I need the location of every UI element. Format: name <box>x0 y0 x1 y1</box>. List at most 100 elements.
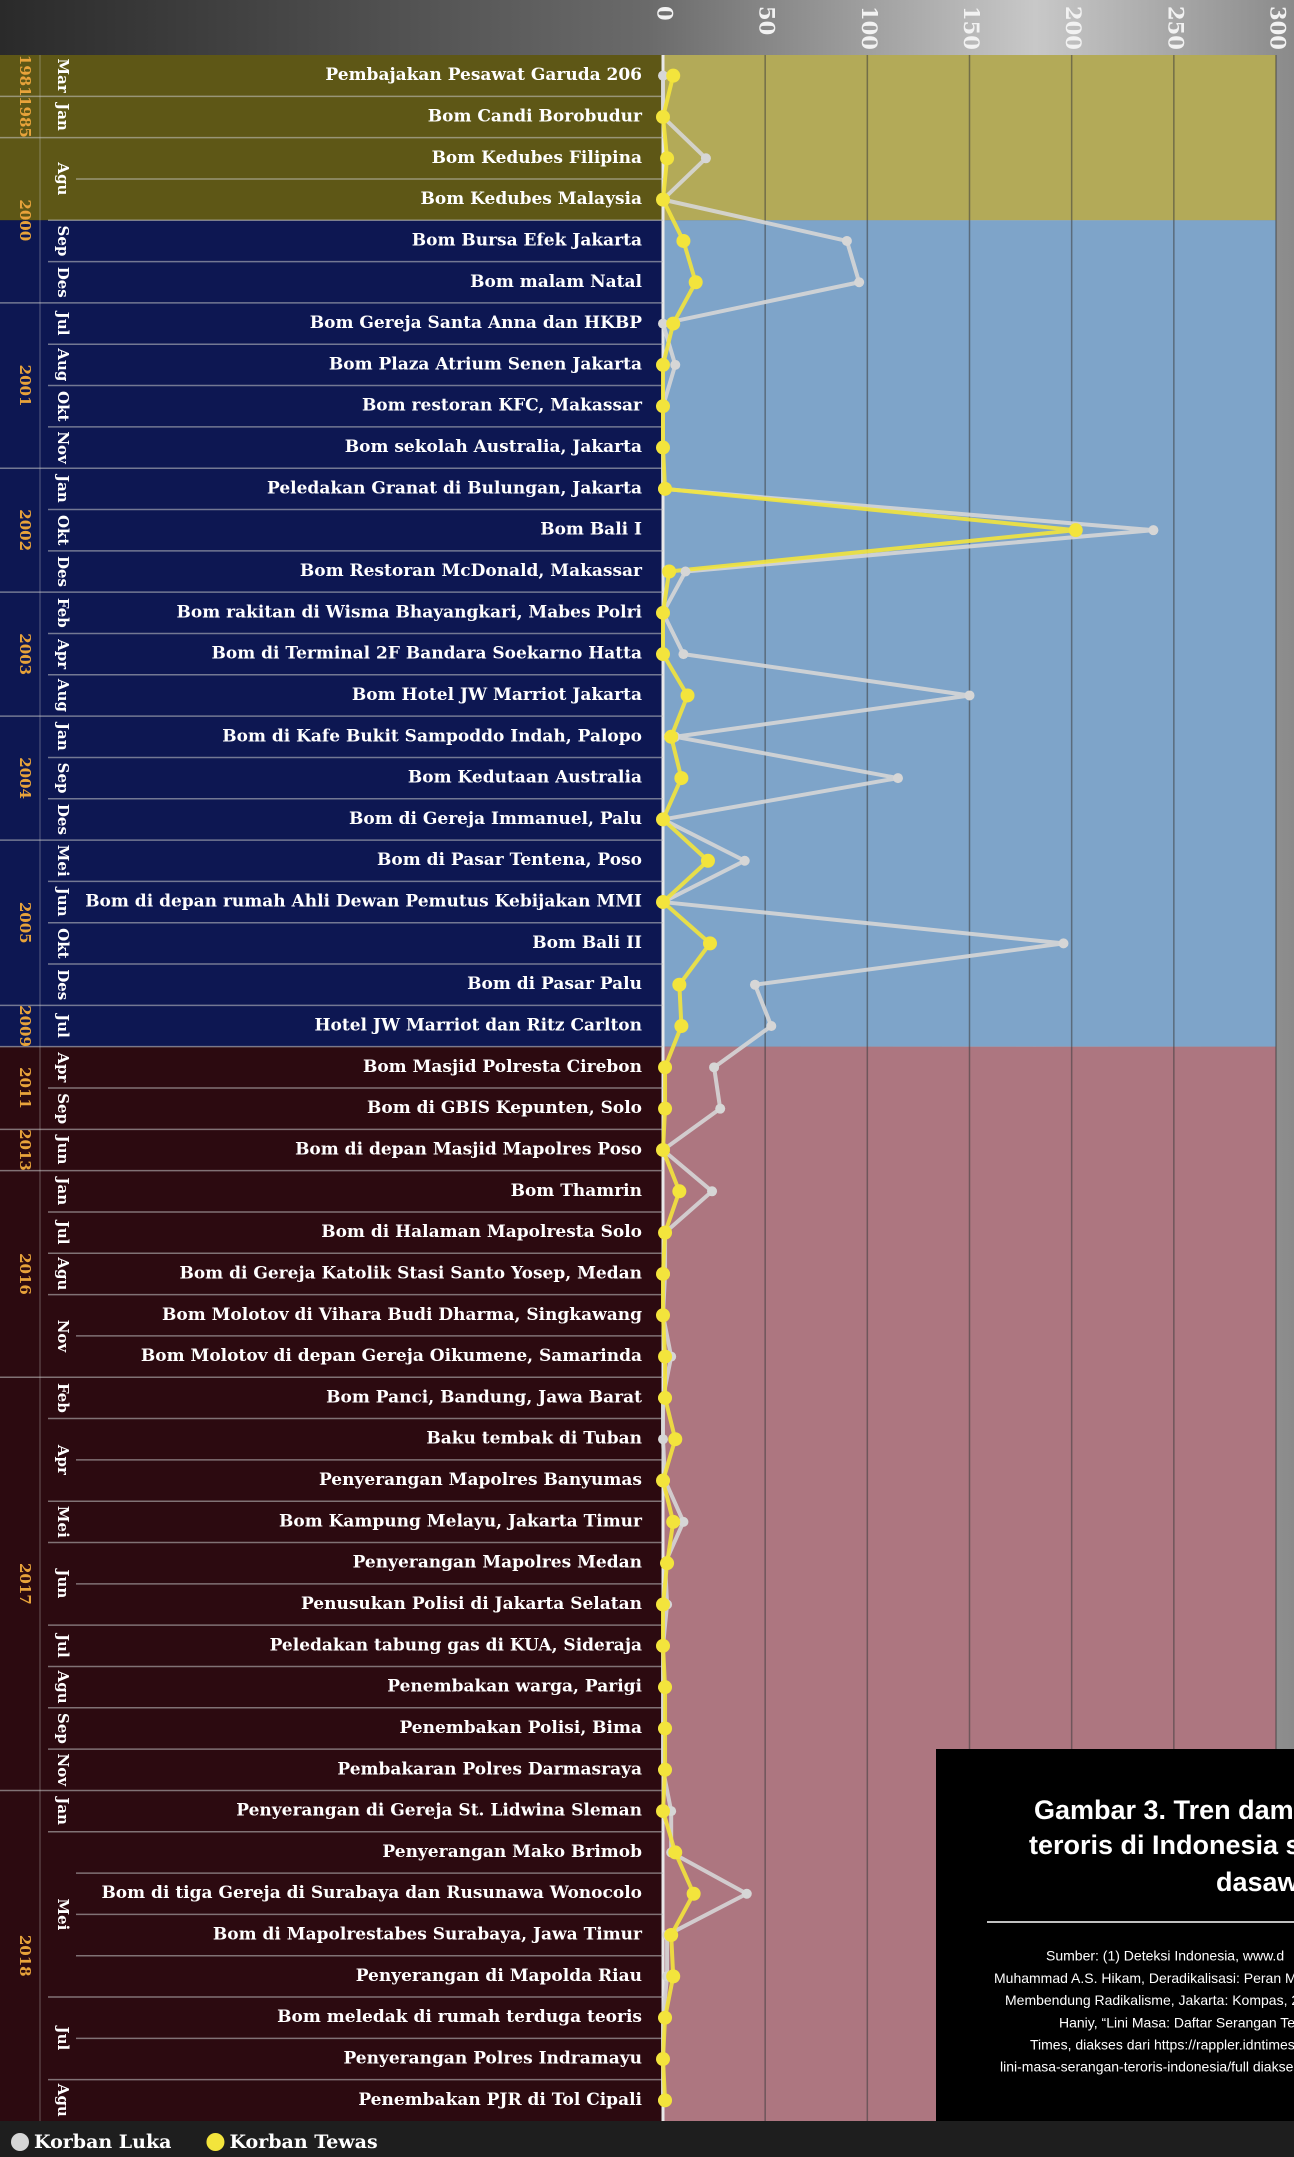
data-point <box>842 236 852 246</box>
category-label: Bom Masjid Polresta Cirebon <box>363 1057 642 1077</box>
month-label: Aug <box>54 678 72 713</box>
data-point <box>656 1804 670 1818</box>
data-point <box>656 606 670 620</box>
category-label: Peledakan tabung gas di KUA, Sideraja <box>270 1635 642 1655</box>
year-label: 2013 <box>16 1129 34 1171</box>
category-label: Penyerangan Mapolres Banyumas <box>319 1470 642 1490</box>
data-point <box>660 1556 674 1570</box>
legend-label: Korban Tewas <box>229 2131 377 2153</box>
category-label: Bom Kampung Melayu, Jakarta Timur <box>279 1511 643 1531</box>
category-label: Bom di Gereja Immanuel, Palu <box>349 809 642 829</box>
data-point <box>666 1969 680 1983</box>
legend-marker <box>206 2133 224 2151</box>
caption-source: Muhammad A.S. Hikam, Deradikalisasi: Per… <box>994 1970 1294 1986</box>
data-point <box>680 567 690 577</box>
x-tick-label: 150 <box>959 6 984 50</box>
data-point <box>672 978 686 992</box>
category-label: Bom Molotov di Vihara Budi Dharma, Singk… <box>162 1305 642 1325</box>
category-label: Bom di GBIS Kepunten, Solo <box>367 1098 642 1118</box>
category-label: Bom di Kafe Bukit Sampoddo Indah, Palopo <box>222 726 642 746</box>
month-label: Okt <box>54 515 72 545</box>
category-label: Bom di Gereja Katolik Stasi Santo Yosep,… <box>179 1263 642 1283</box>
caption-source: lini-masa-serangan-teroris-indonesia/ful… <box>1000 2059 1294 2075</box>
data-point <box>658 482 672 496</box>
caption-title: teroris di Indonesia se <box>1029 1830 1294 1860</box>
month-label: Jun <box>54 886 72 917</box>
month-label: Mei <box>54 845 72 877</box>
month-label: Jan <box>54 721 72 751</box>
data-point <box>740 856 750 866</box>
month-label: Jan <box>54 101 72 131</box>
data-point <box>709 1062 719 1072</box>
x-tick-label: 250 <box>1163 6 1188 50</box>
month-label: Agu <box>54 161 72 195</box>
data-point <box>707 1186 717 1196</box>
category-label: Bom di tiga Gereja di Surabaya dan Rusun… <box>101 1883 642 1903</box>
year-label: 1981 <box>16 55 34 97</box>
data-point <box>662 565 676 579</box>
category-label: Pembajakan Pesawat Garuda 206 <box>325 65 642 85</box>
data-point <box>701 153 711 163</box>
data-point <box>766 1021 776 1031</box>
year-label: 2001 <box>16 365 34 407</box>
month-label: Jun <box>54 1567 72 1598</box>
category-label: Bom meledak di rumah terduga teoris <box>277 2007 642 2027</box>
category-label: Penyerangan Mako Brimob <box>382 1842 642 1862</box>
year-label: 2011 <box>16 1067 34 1109</box>
caption-source: Haniy, “Lini Masa: Daftar Serangan Teror… <box>1059 2014 1294 2030</box>
year-label: 2000 <box>16 199 34 241</box>
year-label: 2003 <box>16 633 34 675</box>
data-point <box>676 234 690 248</box>
category-label: Peledakan Granat di Bulungan, Jakarta <box>267 478 642 498</box>
data-point <box>656 895 670 909</box>
month-label: Sep <box>54 226 72 257</box>
category-label: Bom sekolah Australia, Jakarta <box>345 437 642 457</box>
month-label: Jan <box>54 1795 72 1825</box>
category-label: Bom Bali I <box>540 520 642 540</box>
category-label: Penyerangan di Gereja St. Lidwina Sleman <box>236 1801 642 1821</box>
category-label: Bom Candi Borobudur <box>428 106 643 126</box>
category-label: Penyerangan Mapolres Medan <box>353 1553 642 1573</box>
category-label: Bom Thamrin <box>511 1181 642 1201</box>
data-point <box>689 275 703 289</box>
year-label: 2017 <box>16 1563 34 1605</box>
data-point <box>656 1267 670 1281</box>
month-label: Jul <box>54 1632 72 1658</box>
year-label: 2002 <box>16 509 34 551</box>
data-point <box>664 1928 678 1942</box>
data-point <box>658 1226 672 1240</box>
data-point <box>1069 523 1083 537</box>
data-point <box>678 649 688 659</box>
data-point <box>656 1143 670 1157</box>
data-point <box>715 1104 725 1114</box>
category-label: Bom restoran KFC, Makassar <box>362 396 643 416</box>
data-point <box>674 771 688 785</box>
month-label: Okt <box>54 928 72 958</box>
month-label: Jul <box>54 2025 72 2051</box>
x-tick-label: 50 <box>755 6 780 35</box>
category-label: Baku tembak di Tuban <box>426 1429 642 1449</box>
category-label: Penembakan Polisi, Bima <box>399 1718 642 1738</box>
data-point <box>666 1515 680 1529</box>
month-label: Feb <box>54 598 72 628</box>
month-label: Apr <box>54 638 72 670</box>
month-label: Sep <box>54 763 72 794</box>
data-point <box>656 647 670 661</box>
category-label: Bom Plaza Atrium Senen Jakarta <box>329 354 642 374</box>
data-point <box>656 1598 670 1612</box>
data-point <box>658 2093 672 2107</box>
category-label: Bom di depan rumah Ahli Dewan Pemutus Ke… <box>85 892 642 912</box>
year-label: 2009 <box>16 1005 34 1047</box>
data-point <box>656 399 670 413</box>
data-point <box>656 2052 670 2066</box>
month-label: Aug <box>54 347 72 382</box>
category-label: Bom Kedutaan Australia <box>408 768 642 788</box>
category-label: Penusukan Polisi di Jakarta Selatan <box>301 1594 642 1614</box>
data-point <box>656 358 670 372</box>
chart: 050100150200250300MarJanAguSepDesJulAugO… <box>0 0 1294 2157</box>
category-label: Bom di Pasar Palu <box>467 974 642 994</box>
data-point <box>658 1434 668 1444</box>
category-label: Bom Bursa Efek Jakarta <box>412 230 642 250</box>
category-label: Penembakan PJR di Tol Cipali <box>358 2090 642 2110</box>
year-label: 2005 <box>16 902 34 944</box>
